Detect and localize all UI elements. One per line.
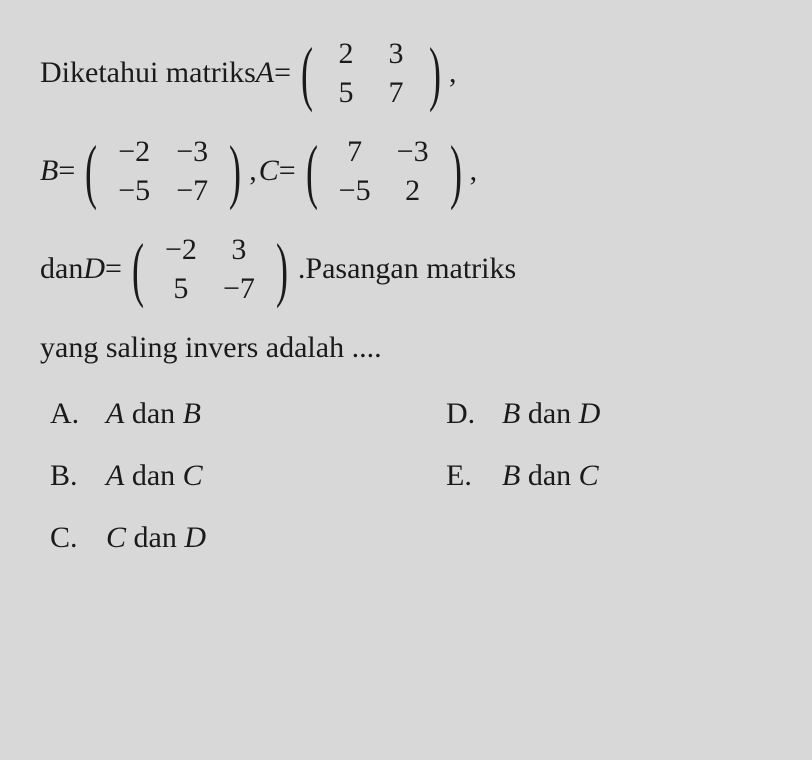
matrix-cell: −7 [210, 269, 268, 308]
paren-right: ) [229, 139, 241, 204]
option-var: B [502, 397, 520, 430]
line-4: yang saling invers adalah .... [40, 324, 782, 372]
comma: , [249, 147, 257, 195]
matrix-A: ( 2 3 5 7 ) [295, 30, 447, 116]
var-B: B [40, 147, 58, 195]
tail-text: Pasangan matriks [305, 245, 516, 293]
line-3: dan D = ( −2 3 5 −7 ) . Pasangan matriks [40, 226, 782, 312]
matrix-B-content: −2 −3 −5 −7 [103, 128, 223, 214]
matrix-cell: −7 [163, 171, 221, 210]
matrix-cell: 7 [326, 132, 384, 171]
comma: , [449, 49, 457, 97]
options-grid: A. A dan B D. B dan D B. A dan C E. B da… [40, 390, 782, 562]
option-mid: dan [126, 521, 184, 554]
option-var: A [106, 459, 124, 492]
paren-left: ( [85, 139, 97, 204]
option-letter: A. [50, 390, 106, 438]
matrix-cell: 5 [152, 269, 210, 308]
question-content: Diketahui matriks A = ( 2 3 5 7 ) , B = … [40, 30, 782, 562]
matrix-cell: −5 [105, 171, 163, 210]
period: . [298, 245, 306, 293]
option-mid: dan [520, 397, 578, 430]
option-letter: D. [446, 390, 502, 438]
matrix-D-content: −2 3 5 −7 [150, 226, 270, 312]
matrix-cell: 3 [210, 230, 268, 269]
var-C: C [259, 147, 279, 195]
option-letter: B. [50, 452, 106, 500]
option-C[interactable]: C. C dan D [50, 514, 386, 562]
matrix-D: ( −2 3 5 −7 ) [126, 226, 294, 312]
option-mid: dan [124, 459, 182, 492]
option-A[interactable]: A. A dan B [50, 390, 386, 438]
matrix-A-content: 2 3 5 7 [319, 30, 423, 116]
matrix-cell: −5 [326, 171, 384, 210]
option-var: D [184, 521, 206, 554]
eq-C: = [279, 147, 296, 195]
matrix-cell: −3 [384, 132, 442, 171]
line-2: B = ( −2 −3 −5 −7 ) , C = ( 7 [40, 128, 782, 214]
option-mid: dan [124, 397, 182, 430]
intro-text: Diketahui matriks [40, 49, 256, 97]
matrix-B: ( −2 −3 −5 −7 ) [79, 128, 247, 214]
question-tail: yang saling invers adalah .... [40, 324, 382, 372]
option-E[interactable]: E. B dan C [446, 452, 782, 500]
paren-left: ( [132, 237, 144, 302]
option-D[interactable]: D. B dan D [446, 390, 782, 438]
matrix-cell: 7 [371, 73, 421, 112]
option-letter: C. [50, 514, 106, 562]
paren-right: ) [450, 139, 462, 204]
matrix-cell: 3 [371, 34, 421, 73]
matrix-C-content: 7 −3 −5 2 [324, 128, 444, 214]
option-B[interactable]: B. A dan C [50, 452, 386, 500]
option-var: B [183, 397, 201, 430]
paren-left: ( [301, 41, 313, 106]
matrix-C: ( 7 −3 −5 2 ) [300, 128, 468, 214]
eq-A: = [274, 49, 291, 97]
option-letter: E. [446, 452, 502, 500]
matrix-cell: 2 [321, 34, 371, 73]
dan-text: dan [40, 245, 83, 293]
line-1: Diketahui matriks A = ( 2 3 5 7 ) , [40, 30, 782, 116]
paren-right: ) [429, 41, 441, 106]
option-var: C [183, 459, 203, 492]
var-A: A [256, 49, 274, 97]
matrix-cell: −2 [152, 230, 210, 269]
eq-B: = [58, 147, 75, 195]
option-var: A [106, 397, 124, 430]
matrix-cell: 5 [321, 73, 371, 112]
eq-D: = [105, 245, 122, 293]
matrix-cell: −2 [105, 132, 163, 171]
option-var: B [502, 459, 520, 492]
matrix-cell: 2 [384, 171, 442, 210]
paren-left: ( [306, 139, 318, 204]
comma: , [470, 147, 478, 195]
option-mid: dan [520, 459, 578, 492]
option-var: C [106, 521, 126, 554]
var-D: D [83, 245, 105, 293]
option-var: C [579, 459, 599, 492]
option-var: D [579, 397, 601, 430]
matrix-cell: −3 [163, 132, 221, 171]
paren-right: ) [276, 237, 288, 302]
